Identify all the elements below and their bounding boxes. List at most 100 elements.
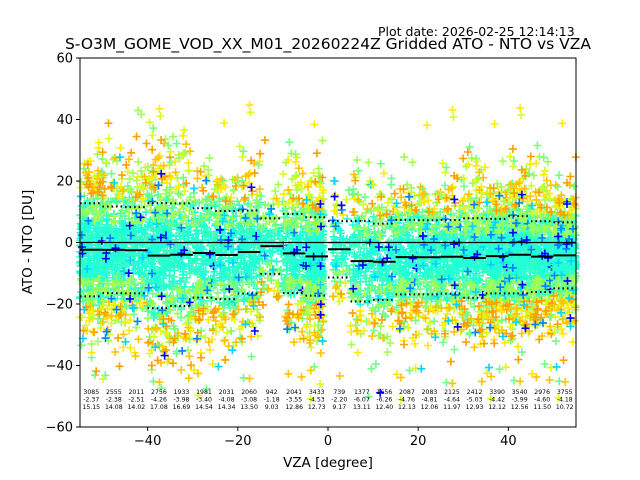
scatter-points [156, 169, 170, 360]
bin-count-label: 3433 [309, 389, 325, 396]
scatter-points [98, 119, 126, 371]
scatter-points [509, 190, 531, 333]
chart-title: S-O3M_GOME_VOD_XX_M01_20260224Z Gridded … [65, 35, 591, 54]
scatter-points [459, 148, 489, 348]
scatter-points [215, 225, 234, 294]
scatter-points [76, 192, 92, 343]
scatter-bin [549, 119, 580, 402]
scatter-points [459, 200, 480, 337]
bin-mean-label: -2.20 [331, 397, 347, 404]
scatter-bin [369, 159, 400, 397]
scatter-points [354, 262, 363, 271]
scatter-points [337, 289, 355, 298]
bin-std-label: 17.08 [150, 404, 168, 411]
scatter-bin [121, 106, 152, 361]
bin-std-label: 14.54 [195, 404, 213, 411]
bin-mean-label: -3.99 [512, 397, 528, 404]
scatter-points [193, 167, 218, 362]
scatter-points [166, 223, 187, 355]
scatter-points [370, 255, 385, 303]
scatter-points [444, 274, 461, 325]
plot-area: 3085-2.3715.152555-2.3814.082011-2.5114.… [76, 57, 580, 428]
bin-count-label: 2011 [128, 389, 144, 396]
scatter-points [144, 181, 172, 315]
scatter-points [79, 160, 105, 376]
scatter-points [302, 195, 327, 345]
scatter-points [121, 253, 149, 346]
bin-mean-label: -4.53 [309, 397, 325, 404]
bin-count-label: 2412 [467, 389, 483, 396]
scatter-points [193, 305, 212, 400]
bin-mean-label: -1.18 [264, 397, 280, 404]
scatter-points [330, 192, 346, 210]
plot-date-label: Plot date: 2026-02-25 12:14:13 [378, 24, 575, 39]
bin-std-label: 10.72 [556, 404, 574, 411]
scatter-points [101, 244, 120, 263]
scatter-points [247, 183, 261, 335]
scatter-points [256, 180, 283, 302]
scatter-points [177, 246, 194, 307]
scatter-points [527, 201, 557, 259]
scatter-points [178, 216, 196, 303]
bin-mean-label: -4.08 [219, 397, 235, 404]
bin-mean-label: -4.42 [489, 397, 505, 404]
scatter-bin [391, 153, 423, 404]
scatter-points [392, 192, 419, 333]
scatter-points [234, 236, 262, 329]
scatter-points [144, 139, 174, 387]
bin-count-label: 3085 [83, 389, 99, 396]
bin-count-label: 3755 [557, 389, 573, 396]
bin-std-label: 16.69 [173, 404, 191, 411]
bin-count-label: 2555 [106, 389, 122, 396]
scatter-points [257, 136, 283, 309]
scatter-points [143, 135, 174, 374]
bin-std-label: 14.02 [128, 404, 146, 411]
bin-std-label: 12.56 [511, 404, 529, 411]
bin-std-label: 11.50 [533, 404, 551, 411]
scatter-points [314, 252, 327, 298]
scatter-points [440, 154, 468, 366]
bin-mean-label: -3.40 [196, 397, 212, 404]
x-tick-label: −40 [134, 434, 161, 449]
scatter-points [392, 199, 421, 260]
scatter-points [171, 140, 195, 383]
scatter-points [211, 182, 240, 364]
bin-std-label: 12.86 [285, 404, 303, 411]
bin-std-label: 9.03 [265, 404, 279, 411]
bin-count-label: 3390 [489, 389, 505, 396]
bin-count-label: 942 [266, 389, 278, 396]
bin-statistics: 3085-2.3715.152555-2.3814.082011-2.5114.… [82, 389, 573, 411]
scatter-points [408, 254, 421, 273]
bin-mean-label: -4.60 [534, 397, 550, 404]
scatter-points [124, 213, 145, 303]
scatter-points [234, 159, 264, 383]
bin-count-label: 2756 [151, 389, 167, 396]
scatter-points [470, 250, 487, 299]
bin-count-label: 2083 [422, 389, 438, 396]
bin-count-label: 2125 [444, 389, 460, 396]
bin-std-label: 9.17 [332, 404, 346, 411]
bin-count-label: 2976 [534, 389, 550, 396]
bin-mean-label: -4.76 [399, 397, 415, 404]
scatter-points [167, 179, 195, 370]
bin-mean-label: -4.64 [444, 397, 460, 404]
scatter-points [260, 204, 276, 260]
scatter-points [98, 153, 128, 356]
scatter-bin [188, 154, 220, 400]
scatter-points [281, 164, 307, 381]
scatter-points [143, 195, 174, 322]
x-tick-label: 0 [324, 434, 332, 449]
scatter-bin [143, 104, 175, 392]
scatter-points [505, 168, 535, 386]
x-tick-label: −20 [224, 434, 251, 449]
scatter-points [101, 234, 121, 343]
scatter-points [144, 219, 172, 352]
scatter-points [77, 237, 106, 258]
scatter-points [464, 168, 488, 386]
bin-mean-label: -3.98 [173, 397, 189, 404]
scatter-points [77, 216, 93, 240]
scatter-points [264, 194, 281, 293]
scatter-bin [211, 119, 242, 371]
x-axis-label: VZA [degree] [283, 455, 373, 471]
scatter-points [347, 155, 377, 349]
